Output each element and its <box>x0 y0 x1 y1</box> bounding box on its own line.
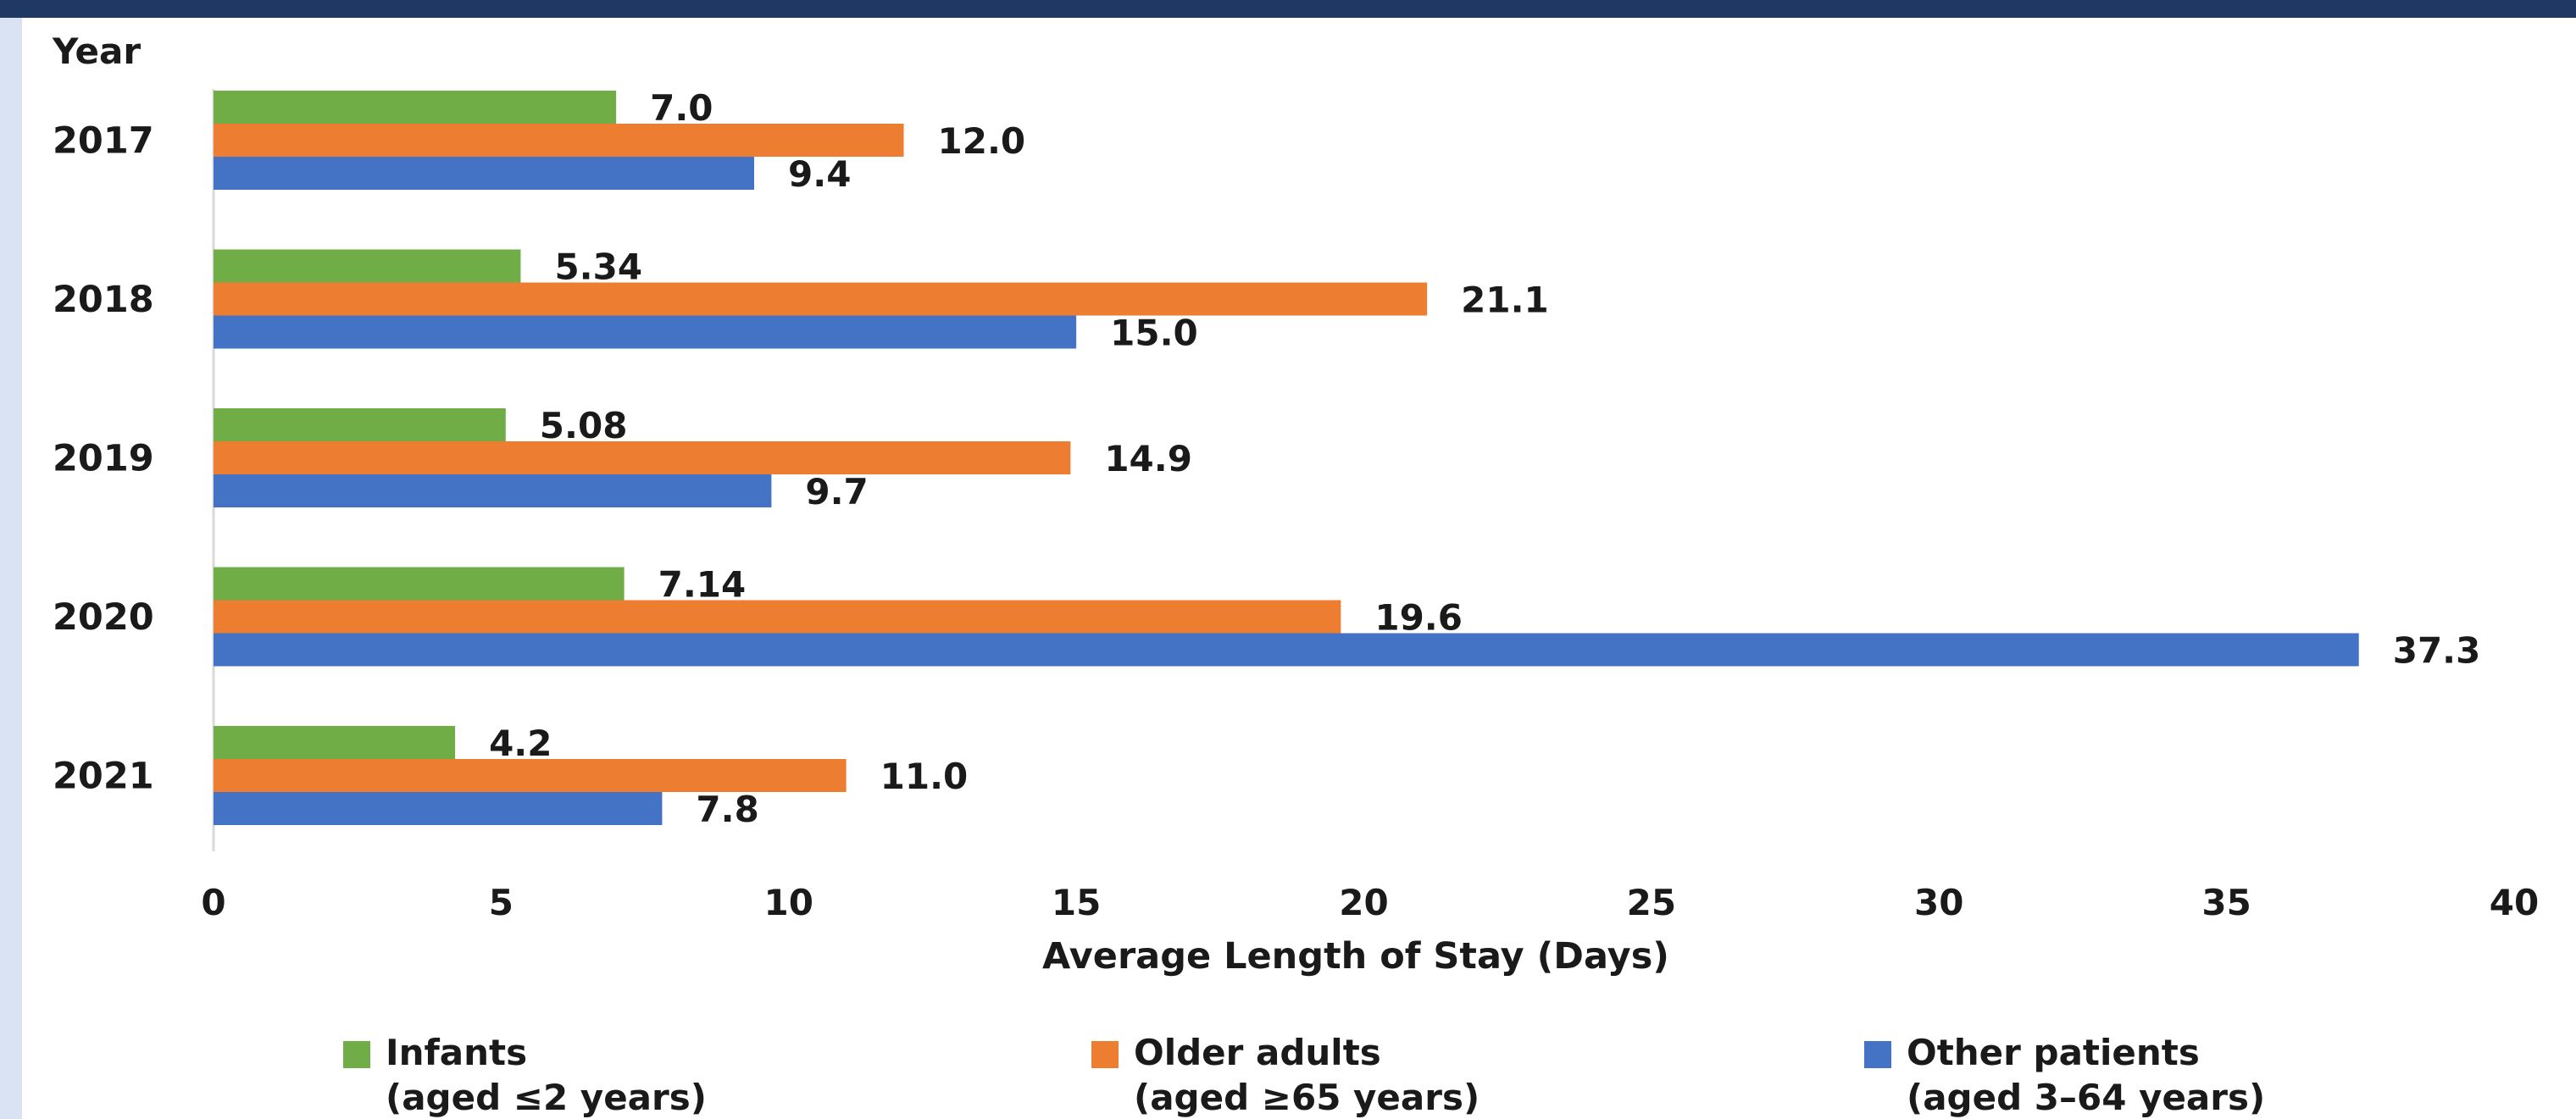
data-label-other-patients-2020: 37.3 <box>2393 630 2481 672</box>
x-tick-label-20: 20 <box>1339 882 1388 923</box>
legend: Infants(aged ≤2 years)Older adults(aged … <box>343 1032 2265 1118</box>
data-label-older-adults-2020: 19.6 <box>1374 597 1463 639</box>
category-labels: 2017 2018 2019 2020 2021 <box>53 120 154 798</box>
data-label-other-patients-2019: 9.7 <box>805 471 868 512</box>
bar-other-patients-2017 <box>214 157 755 190</box>
category-label-2018: 2018 <box>53 279 154 321</box>
category-label-2019: 2019 <box>53 438 154 480</box>
bar-other-patients-2018 <box>214 315 1077 349</box>
bar-infants-2019 <box>214 408 506 441</box>
y-axis-title: Year <box>52 30 141 72</box>
header-bar <box>0 0 2576 18</box>
bar-infants-2017 <box>214 91 617 124</box>
bar-older-adults-2017 <box>214 124 904 157</box>
data-label-other-patients-2018: 15.0 <box>1110 313 1198 354</box>
legend-label-other-patients: Other patients <box>1907 1032 2200 1073</box>
legend-detail-other-patients: (aged 3–64 years) <box>1907 1077 2265 1118</box>
x-tick-label-5: 5 <box>489 882 514 923</box>
legend-label-infants: Infants <box>386 1032 527 1073</box>
bar-older-adults-2021 <box>214 759 847 792</box>
bar-other-patients-2019 <box>214 474 772 507</box>
x-tick-labels: 0 5 10 15 20 25 30 35 40 <box>201 882 2539 923</box>
data-label-older-adults-2021: 11.0 <box>880 756 969 797</box>
bar-older-adults-2018 <box>214 282 1428 316</box>
data-label-infants-2021: 4.2 <box>489 723 552 764</box>
legend-detail-infants: (aged ≤2 years) <box>386 1077 707 1118</box>
bar-infants-2020 <box>214 567 625 601</box>
x-tick-label-15: 15 <box>1052 882 1101 923</box>
bars-group: 7.0 12.0 9.4 5.34 21.1 15.0 5.08 14.9 9.7 7.14 19.… <box>214 87 2480 830</box>
data-label-infants-2020: 7.14 <box>658 564 747 606</box>
x-tick-label-25: 25 <box>1627 882 1676 923</box>
x-tick-label-40: 40 <box>2490 882 2539 923</box>
x-tick-label-10: 10 <box>764 882 813 923</box>
left-border-strip <box>0 18 22 1119</box>
category-label-2020: 2020 <box>53 596 154 639</box>
data-label-older-adults-2017: 12.0 <box>938 120 1026 162</box>
x-tick-label-0: 0 <box>201 882 225 923</box>
x-tick-label-35: 35 <box>2201 882 2251 923</box>
legend-swatch-older-adults <box>1091 1041 1119 1068</box>
x-tick-label-30: 30 <box>1914 882 1963 923</box>
data-label-other-patients-2017: 9.4 <box>788 153 851 195</box>
bar-infants-2018 <box>214 249 521 283</box>
legend-label-older-adults: Older adults <box>1134 1032 1381 1073</box>
category-label-2017: 2017 <box>53 120 154 163</box>
data-label-infants-2017: 7.0 <box>650 87 713 129</box>
data-label-older-adults-2018: 21.1 <box>1461 280 1549 321</box>
data-label-other-patients-2021: 7.8 <box>696 789 758 830</box>
bar-other-patients-2020 <box>214 633 2359 667</box>
legend-swatch-infants <box>343 1041 370 1068</box>
legend-swatch-other-patients <box>1864 1041 1891 1068</box>
data-label-older-adults-2019: 14.9 <box>1104 438 1192 479</box>
data-label-infants-2019: 5.08 <box>540 405 628 446</box>
x-axis-title: Average Length of Stay (Days) <box>1042 935 1669 978</box>
legend-detail-older-adults: (aged ≥65 years) <box>1134 1077 1480 1118</box>
bar-older-adults-2019 <box>214 441 1071 474</box>
data-label-infants-2018: 5.34 <box>554 247 642 288</box>
bar-older-adults-2020 <box>214 600 1341 634</box>
bar-infants-2021 <box>214 726 456 759</box>
bar-other-patients-2021 <box>214 792 663 825</box>
category-label-2021: 2021 <box>53 756 154 798</box>
